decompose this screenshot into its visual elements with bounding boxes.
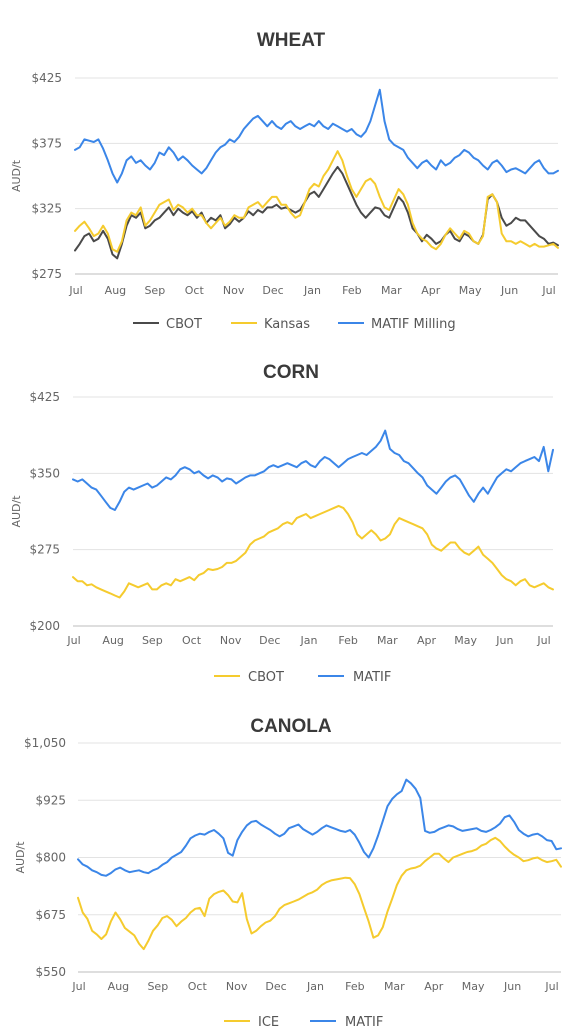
corn-x-tick-label: Nov <box>220 634 242 647</box>
canola-x-tick-label: Jan <box>306 980 324 993</box>
wheat-x-tick-label: Jan <box>303 284 321 297</box>
wheat-x-tick-label: Jul <box>541 284 555 297</box>
canola-y-tick-label: $800 <box>35 851 66 865</box>
corn-series-matif-line <box>72 429 554 511</box>
canola-x-tick-label: Jun <box>503 980 521 993</box>
corn-x-tick-label: Dec <box>259 634 280 647</box>
canola-legend-label-ice: ICE <box>258 1015 279 1030</box>
corn-x-tick-label: Aug <box>102 634 123 647</box>
canola-x-tick-label: Sep <box>147 980 168 993</box>
wheat-legend-label-matif-milling: MATIF Milling <box>371 317 456 332</box>
canola-x-tick-label: Mar <box>384 980 405 993</box>
wheat-x-tick-label: Dec <box>262 284 283 297</box>
corn-y-tick-label: $350 <box>29 466 60 480</box>
canola-x-tick-label: Apr <box>424 980 444 993</box>
corn-chart-title: CORN <box>263 362 319 383</box>
corn-y-tick-label: $275 <box>29 543 60 557</box>
wheat-legend-label-cbot: CBOT <box>166 317 202 332</box>
canola-legend-label-matif: MATIF <box>345 1015 383 1030</box>
canola-y-axis-label: AUD/t <box>14 841 27 874</box>
canola-y-tick-label: $675 <box>35 908 66 922</box>
wheat-y-tick-label: $275 <box>31 267 62 281</box>
corn-x-tick-label: Jan <box>300 634 318 647</box>
canola-x-tick-label: Oct <box>188 980 208 993</box>
corn-x-tick-label: Feb <box>338 634 357 647</box>
corn-x-tick-label: Oct <box>182 634 202 647</box>
canola-x-tick-label: Nov <box>226 980 248 993</box>
canola-chart: CANOLA $1,050 $925 $800 $675 $550 AUD/t Jul Aug S… <box>14 716 562 1030</box>
corn-x-tick-label: Apr <box>417 634 437 647</box>
canola-x-tick-label: Jul <box>544 980 558 993</box>
wheat-x-tick-label: Feb <box>342 284 361 297</box>
wheat-y-tick-label: $375 <box>31 136 62 150</box>
canola-series-matif-line <box>77 778 562 877</box>
wheat-x-tick-label: Nov <box>223 284 245 297</box>
wheat-x-tick-label: Mar <box>381 284 402 297</box>
wheat-series-kansas-line <box>74 150 559 253</box>
corn-legend-label-cbot: CBOT <box>248 670 284 685</box>
corn-x-tick-label: Mar <box>377 634 398 647</box>
wheat-x-tick-label: Aug <box>105 284 126 297</box>
canola-y-tick-label: $925 <box>35 793 66 807</box>
canola-series-ice-line <box>77 836 562 951</box>
wheat-series-matif-milling-line <box>74 88 559 184</box>
wheat-x-tick-label: Apr <box>421 284 441 297</box>
corn-x-tick-label: Jul <box>536 634 550 647</box>
canola-y-tick-label: $1,050 <box>24 736 66 750</box>
corn-x-tick-label: Jul <box>66 634 80 647</box>
corn-x-tick-label: May <box>454 634 477 647</box>
wheat-chart-title: WHEAT <box>257 30 326 51</box>
wheat-y-tick-label: $425 <box>31 71 62 85</box>
wheat-x-tick-label: Jul <box>68 284 82 297</box>
canola-chart-title: CANOLA <box>250 716 332 737</box>
wheat-x-tick-label: Sep <box>144 284 165 297</box>
canola-x-tick-label: Jul <box>71 980 85 993</box>
corn-y-tick-label: $200 <box>29 619 60 633</box>
corn-x-tick-label: Jun <box>495 634 513 647</box>
wheat-chart: WHEAT $425 $375 $325 $275 AUD/t Jul Aug Sep Oct No… <box>10 30 559 332</box>
wheat-legend-label-kansas: Kansas <box>264 317 310 332</box>
corn-chart: CORN $425 $350 $275 $200 AUD/t Jul Aug Sep Oct Nov… <box>10 362 554 685</box>
corn-y-axis-label: AUD/t <box>10 495 23 528</box>
canola-x-tick-label: May <box>462 980 485 993</box>
corn-series-cbot-line <box>72 504 554 599</box>
wheat-x-tick-label: Jun <box>500 284 518 297</box>
corn-x-tick-label: Sep <box>142 634 163 647</box>
canola-x-tick-label: Aug <box>108 980 129 993</box>
corn-y-tick-label: $425 <box>29 390 60 404</box>
wheat-x-tick-label: May <box>459 284 482 297</box>
wheat-y-axis-label: AUD/t <box>10 159 23 192</box>
canola-y-tick-label: $550 <box>35 965 66 979</box>
canola-x-tick-label: Dec <box>265 980 286 993</box>
corn-legend-label-matif: MATIF <box>353 670 391 685</box>
wheat-x-tick-label: Oct <box>185 284 205 297</box>
wheat-y-tick-label: $325 <box>31 202 62 216</box>
canola-x-tick-label: Feb <box>345 980 364 993</box>
